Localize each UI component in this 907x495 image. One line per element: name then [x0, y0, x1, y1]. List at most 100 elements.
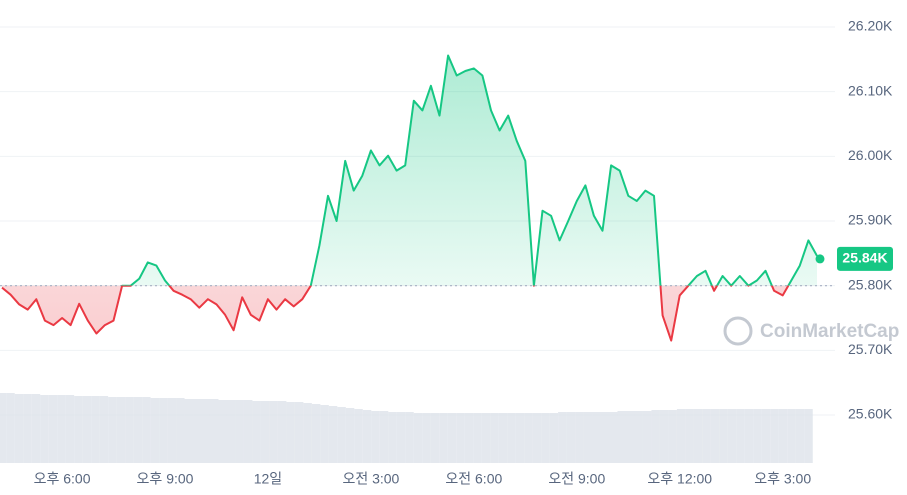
volume-bar [592, 412, 601, 463]
volume-bar [600, 412, 610, 463]
volume-bar [65, 395, 75, 463]
volume-bar [481, 413, 491, 463]
watermark-text: CoinMarketCap [760, 321, 899, 342]
area-up [130, 55, 817, 286]
watermark: CoinMarketCap [723, 316, 899, 346]
volume-bar [515, 413, 525, 463]
y-tick-label: 26.00K [848, 147, 893, 163]
volume-bar [710, 409, 720, 463]
volume-bar [345, 408, 355, 463]
volume-bar [142, 397, 151, 463]
volume-bar [787, 409, 796, 463]
last-price-badge [837, 246, 893, 271]
volume-bar [761, 409, 771, 463]
volume-bar [311, 404, 321, 463]
volume-bar [668, 410, 677, 463]
volume-bar [473, 413, 482, 463]
volume-bar [286, 402, 295, 463]
volume-bar [736, 409, 745, 463]
last-price-label: 25.84K [842, 250, 887, 266]
volume-bar [642, 411, 652, 463]
volume-bar [498, 413, 508, 463]
volume-bar [413, 413, 423, 463]
volume-bar [371, 411, 380, 463]
volume-bar [133, 397, 143, 463]
volume-bar [778, 409, 788, 463]
volume-bar [744, 409, 754, 463]
volume-bar [31, 394, 41, 463]
x-tick-label: 오후 3:00 [754, 471, 811, 487]
volume-bar [617, 411, 626, 463]
volume-bar [456, 413, 465, 463]
volume-bar [575, 412, 584, 463]
volume-bar [676, 409, 686, 463]
volume-bar [753, 409, 762, 463]
volume-bar [294, 402, 304, 463]
volume-bar [490, 413, 499, 463]
volume-bar [558, 412, 567, 463]
x-tick-label: 오후 12:00 [647, 471, 712, 487]
y-tick-label: 25.60K [848, 406, 893, 422]
volume-bar [243, 400, 253, 463]
volume-bar [430, 413, 440, 463]
volume-bar [566, 412, 576, 463]
volume-bar [625, 411, 635, 463]
volume-bar [99, 396, 109, 463]
volume-bar [277, 401, 287, 463]
volume-bar [685, 409, 694, 463]
x-tick-label: 오전 3:00 [342, 471, 399, 487]
volume-bar [719, 409, 728, 463]
volume-bar [14, 394, 24, 463]
volume-bar [303, 403, 312, 463]
volume [0, 393, 813, 463]
volume-bar [354, 409, 363, 463]
volume-bar [362, 410, 372, 463]
y-tick-label: 26.10K [848, 82, 893, 98]
volume-bar [532, 413, 542, 463]
y-tick-label: 25.70K [848, 341, 893, 357]
volume-bar [57, 395, 66, 463]
volume-bar [804, 409, 813, 463]
volume-bar [226, 400, 236, 463]
volume-bar [74, 396, 83, 463]
volume-bar [91, 396, 100, 463]
volume-bar [464, 413, 474, 463]
volume-bar [209, 399, 219, 463]
volume-bar [659, 410, 669, 463]
x-tick-label: 오후 9:00 [137, 471, 194, 487]
volume-bar [260, 401, 270, 463]
volume-bar [770, 409, 779, 463]
volume-bar [23, 394, 32, 463]
volume-bar [583, 412, 593, 463]
volume-bar [235, 400, 244, 463]
volume-bar [176, 398, 185, 463]
volume-bar [609, 412, 618, 463]
volume-bar [651, 410, 660, 463]
y-tick-label: 26.20K [848, 18, 893, 34]
volume-bar [40, 395, 49, 463]
volume-bar [159, 398, 168, 463]
volume-bar [82, 396, 92, 463]
volume-bar [125, 397, 134, 463]
x-tick-label: 오후 6:00 [34, 471, 91, 487]
y-tick-label: 25.80K [848, 276, 893, 292]
volume-bar [439, 413, 448, 463]
volume-bar [702, 409, 711, 463]
volume-bar [252, 401, 261, 463]
volume-bar [320, 405, 329, 463]
price-line-down [1, 285, 790, 342]
volume-bar [184, 399, 194, 463]
volume-bar [524, 413, 533, 463]
last-point [815, 254, 825, 264]
area-down [2, 285, 817, 341]
y-tick-label: 25.90K [848, 212, 893, 228]
volume-bar [447, 413, 457, 463]
volume-bar [6, 393, 15, 463]
volume-bar [693, 409, 703, 463]
volume-bar [379, 411, 389, 463]
volume-bar [422, 413, 431, 463]
volume-bar [328, 406, 338, 463]
x-tick-label: 오전 6:00 [445, 471, 502, 487]
